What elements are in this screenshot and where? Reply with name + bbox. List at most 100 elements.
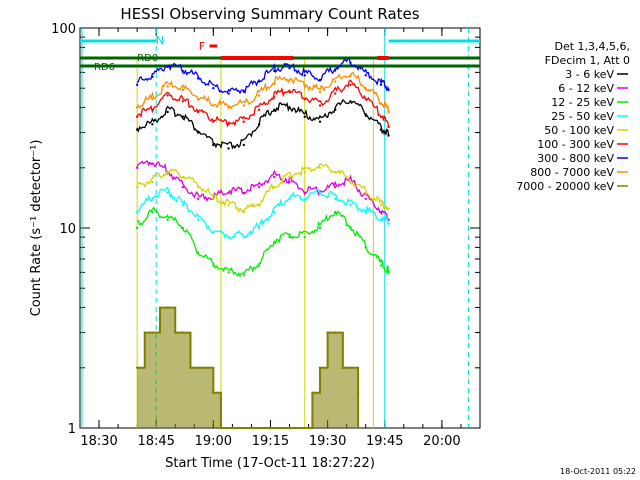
footer-timestamp: 18-Oct-2011 05:22 <box>560 467 636 476</box>
series-point <box>135 366 139 369</box>
series-point <box>387 222 390 225</box>
series-point <box>151 75 154 79</box>
series-point <box>227 235 230 239</box>
series-point <box>143 331 146 334</box>
legend-label: 25 - 50 keV <box>551 110 614 123</box>
series-point <box>181 69 185 73</box>
series-point <box>334 68 337 71</box>
series-point <box>334 92 337 95</box>
series-point <box>349 180 352 184</box>
series-point <box>135 106 139 109</box>
series-point <box>303 98 306 101</box>
legend-label: 800 - 7000 keV <box>530 166 614 179</box>
series-point <box>318 78 322 82</box>
series-point <box>227 92 230 95</box>
series-point <box>379 115 383 118</box>
series-point <box>151 180 154 184</box>
series-fill <box>137 307 359 428</box>
series-point <box>196 131 200 134</box>
x-tick-label: 19:15 <box>252 434 289 449</box>
series-point <box>135 83 139 86</box>
series-point <box>364 98 367 101</box>
series-line <box>136 71 390 113</box>
series-point <box>135 226 139 230</box>
series-point <box>334 185 337 189</box>
series-point <box>349 226 352 230</box>
legend-header: FDecim 1, Att 0 <box>545 54 630 67</box>
series-point <box>196 110 200 114</box>
legend-label: 12 - 25 keV <box>551 96 614 109</box>
series-point <box>273 240 276 244</box>
series-point <box>387 110 390 114</box>
series-point <box>303 85 306 88</box>
series-point <box>288 235 291 239</box>
series-line <box>136 206 390 278</box>
series-point <box>212 87 215 90</box>
series-point <box>379 204 383 207</box>
series-point <box>166 85 169 88</box>
series-point <box>273 108 276 111</box>
legend-header: Det 1,3,4,5,6, <box>554 40 630 53</box>
series-point <box>196 218 200 221</box>
series-point <box>379 218 383 221</box>
series-point <box>387 134 390 137</box>
series-point <box>257 94 261 97</box>
series-point <box>212 120 215 123</box>
series-point <box>212 143 215 147</box>
series-point <box>273 210 276 214</box>
series-point <box>196 251 200 255</box>
series-point <box>334 197 337 200</box>
series-point <box>151 331 154 334</box>
series-line <box>136 186 390 240</box>
series-point <box>288 106 291 109</box>
series-point <box>257 204 261 207</box>
series-point <box>318 226 322 230</box>
series-point <box>212 231 215 234</box>
series-point <box>227 191 230 194</box>
legend-label: 100 - 300 keV <box>537 138 614 151</box>
series-point <box>135 166 139 169</box>
series-point <box>318 104 322 107</box>
series-point <box>288 175 291 179</box>
series-point <box>349 74 352 77</box>
series-point <box>181 100 185 103</box>
series-point <box>212 104 215 107</box>
series-group <box>135 57 390 430</box>
series-point <box>349 100 352 103</box>
series-point <box>166 94 169 97</box>
series-point <box>273 96 276 99</box>
series-point <box>379 102 383 105</box>
series-point <box>227 123 230 126</box>
series-point <box>257 108 261 111</box>
night-flag-label: N <box>156 34 164 47</box>
series-point <box>273 69 276 73</box>
series-point <box>311 391 314 394</box>
series-point <box>387 207 390 210</box>
y-tick-label: 100 <box>51 22 76 37</box>
series-line <box>136 160 389 221</box>
series-point <box>151 197 154 200</box>
x-tick-label: 19:00 <box>195 434 232 449</box>
series-point <box>387 88 390 92</box>
series-point <box>364 191 367 194</box>
series-point <box>288 90 291 93</box>
y-tick-label: 10 <box>59 222 76 237</box>
series-point <box>257 123 261 126</box>
series-point <box>242 143 246 147</box>
series-point <box>196 366 200 369</box>
series-point <box>334 171 337 174</box>
rd0-label: RD0 <box>137 53 158 64</box>
legend-label: 7000 - 20000 keV <box>516 180 614 193</box>
series-point <box>227 271 230 274</box>
series-point <box>349 204 352 207</box>
series-point <box>227 106 230 109</box>
series-point <box>227 147 230 150</box>
series-point <box>318 90 322 93</box>
chart-title: HESSI Observing Summary Count Rates <box>120 5 419 23</box>
series-point <box>242 120 246 123</box>
series-point <box>196 98 200 101</box>
series-line <box>136 57 390 95</box>
series-point <box>257 80 261 83</box>
series-line <box>136 98 390 150</box>
series-point <box>135 185 139 189</box>
